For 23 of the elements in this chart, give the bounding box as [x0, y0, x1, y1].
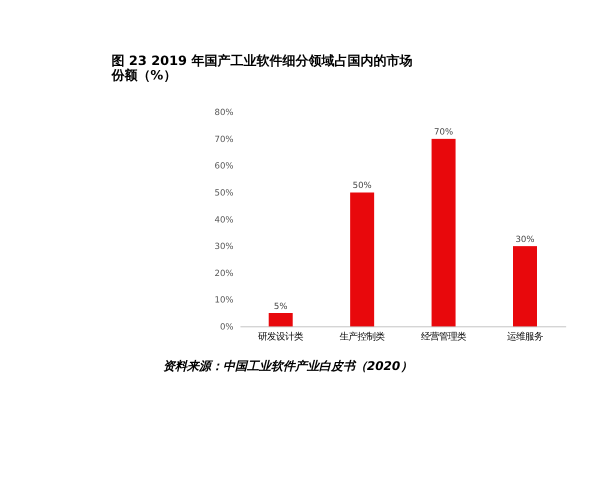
bar [268, 313, 293, 326]
y-tick-label: 30% [214, 242, 234, 252]
x-tick-label: 研发设计类 [258, 332, 304, 343]
y-tick-label: 40% [214, 215, 234, 226]
bar [513, 246, 537, 326]
bar [432, 138, 456, 326]
chart-title: 图 23 2019 年国产工业软件细分领域占国内的市场份额（%） [110, 53, 412, 84]
y-tick-label: 80% [214, 108, 234, 118]
bar [350, 192, 374, 326]
y-tick-label: 0% [220, 322, 234, 332]
data-label: 5% [274, 302, 288, 312]
y-tick-label: 10% [214, 296, 234, 306]
x-tick-label: 运维服务 [507, 332, 543, 343]
data-label: 30% [515, 234, 535, 245]
y-tick-label: 50% [214, 188, 234, 198]
data-label: 50% [352, 181, 372, 192]
x-tick-label: 生产控制类 [340, 332, 385, 343]
x-tick-label: 经营管理类 [421, 332, 466, 343]
y-tick-label: 60% [214, 162, 234, 172]
data-label: 70% [434, 128, 454, 138]
y-tick-label: 70% [214, 134, 234, 145]
text: 资料来源：中国工业软件产业白皮书（2020） [162, 359, 412, 374]
y-tick-label: 20% [214, 268, 234, 279]
